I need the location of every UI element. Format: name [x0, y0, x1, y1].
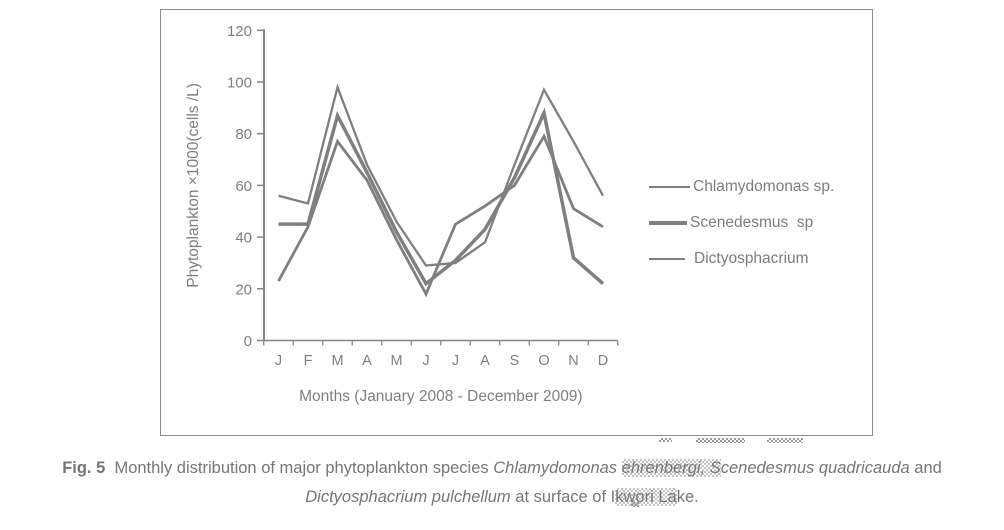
x-tick-label: J [275, 353, 282, 369]
phytoplankton-line-chart: 0 20 40 60 80 100 120 J F M A M J J A S O N D Months (Janua… [185, 23, 619, 405]
y-tick-label: 40 [235, 230, 252, 247]
caption-and: and [909, 459, 942, 477]
legend-label: Chlamydomonas sp. [693, 178, 835, 195]
legend-line-marker [649, 185, 690, 189]
smudge-mark [767, 438, 803, 443]
legend-line-marker [649, 257, 685, 261]
caption-line-2: Dictyosphacrium pulchellum at surface of… [305, 488, 699, 506]
x-tick-label: F [304, 353, 313, 369]
x-tick-label: D [598, 353, 608, 369]
y-tick-label: 80 [235, 126, 252, 143]
legend-item-2: Scenedesmus sp [649, 213, 834, 233]
caption-intro: Monthly distribution of major phytoplank… [114, 459, 494, 477]
y-tick-label: 0 [244, 333, 252, 350]
series-line-dictyosphacrium [277, 133, 604, 298]
legend-label: Dictyosphacrium [694, 250, 809, 267]
species-name-3: Dictyosphacrium pulchellum [305, 488, 511, 506]
x-tick-label: S [510, 353, 520, 369]
smudge-mark [659, 438, 672, 442]
species-name-1: Chlamydomonas [493, 459, 622, 477]
y-tick-label: 20 [235, 281, 252, 298]
species-name-1-highlighted: ehrenbergi, S [621, 459, 721, 477]
x-tick-label: J [452, 353, 459, 369]
figure-label: Fig. 5 [62, 459, 106, 477]
species-name-2: cenedesmus quadricauda [720, 459, 910, 477]
y-tick-label: 60 [235, 178, 252, 195]
figure-box: 0 20 40 60 80 100 120 J F M A M J J A S O N D Months (Janua… [160, 9, 873, 436]
x-tick-label: A [480, 353, 490, 369]
legend-item-3: Dictyosphacrium [649, 249, 834, 269]
x-axis-title: Months (January 2008 - December 2009) [299, 388, 582, 405]
x-tick-label: N [568, 353, 578, 369]
series-line-scenedesmus-sp [278, 107, 605, 287]
legend-line-marker [649, 221, 687, 225]
legend-label: Scenedesmus sp [690, 214, 814, 231]
chart-legend: Chlamydomonas sp. Scenedesmus sp Dictyosph… [649, 177, 834, 269]
legend-item-1: Chlamydomonas sp. [649, 177, 834, 197]
y-tick-label: 100 [227, 75, 252, 92]
lake-name-end: ke. [676, 488, 699, 506]
figure-caption: Fig. 5 Monthly distribution of major phy… [0, 454, 1004, 512]
x-tick-label: A [362, 353, 372, 369]
lake-name-highlighted: kwori La [615, 488, 677, 506]
smudge-mark [696, 438, 745, 443]
y-axis-title: Phytoplankton ×1000(cells /L) [185, 83, 202, 288]
x-tick-label: J [422, 353, 429, 369]
caption-line-1: Fig. 5 Monthly distribution of major phy… [62, 459, 942, 477]
x-tick-label: O [538, 353, 549, 369]
y-tick-label: 120 [227, 23, 252, 40]
x-tick-label: M [331, 353, 343, 369]
series-line-chlamydomonas-sp [278, 83, 605, 267]
caption-middle: at surface of I [510, 488, 616, 506]
x-tick-label: M [390, 353, 402, 369]
